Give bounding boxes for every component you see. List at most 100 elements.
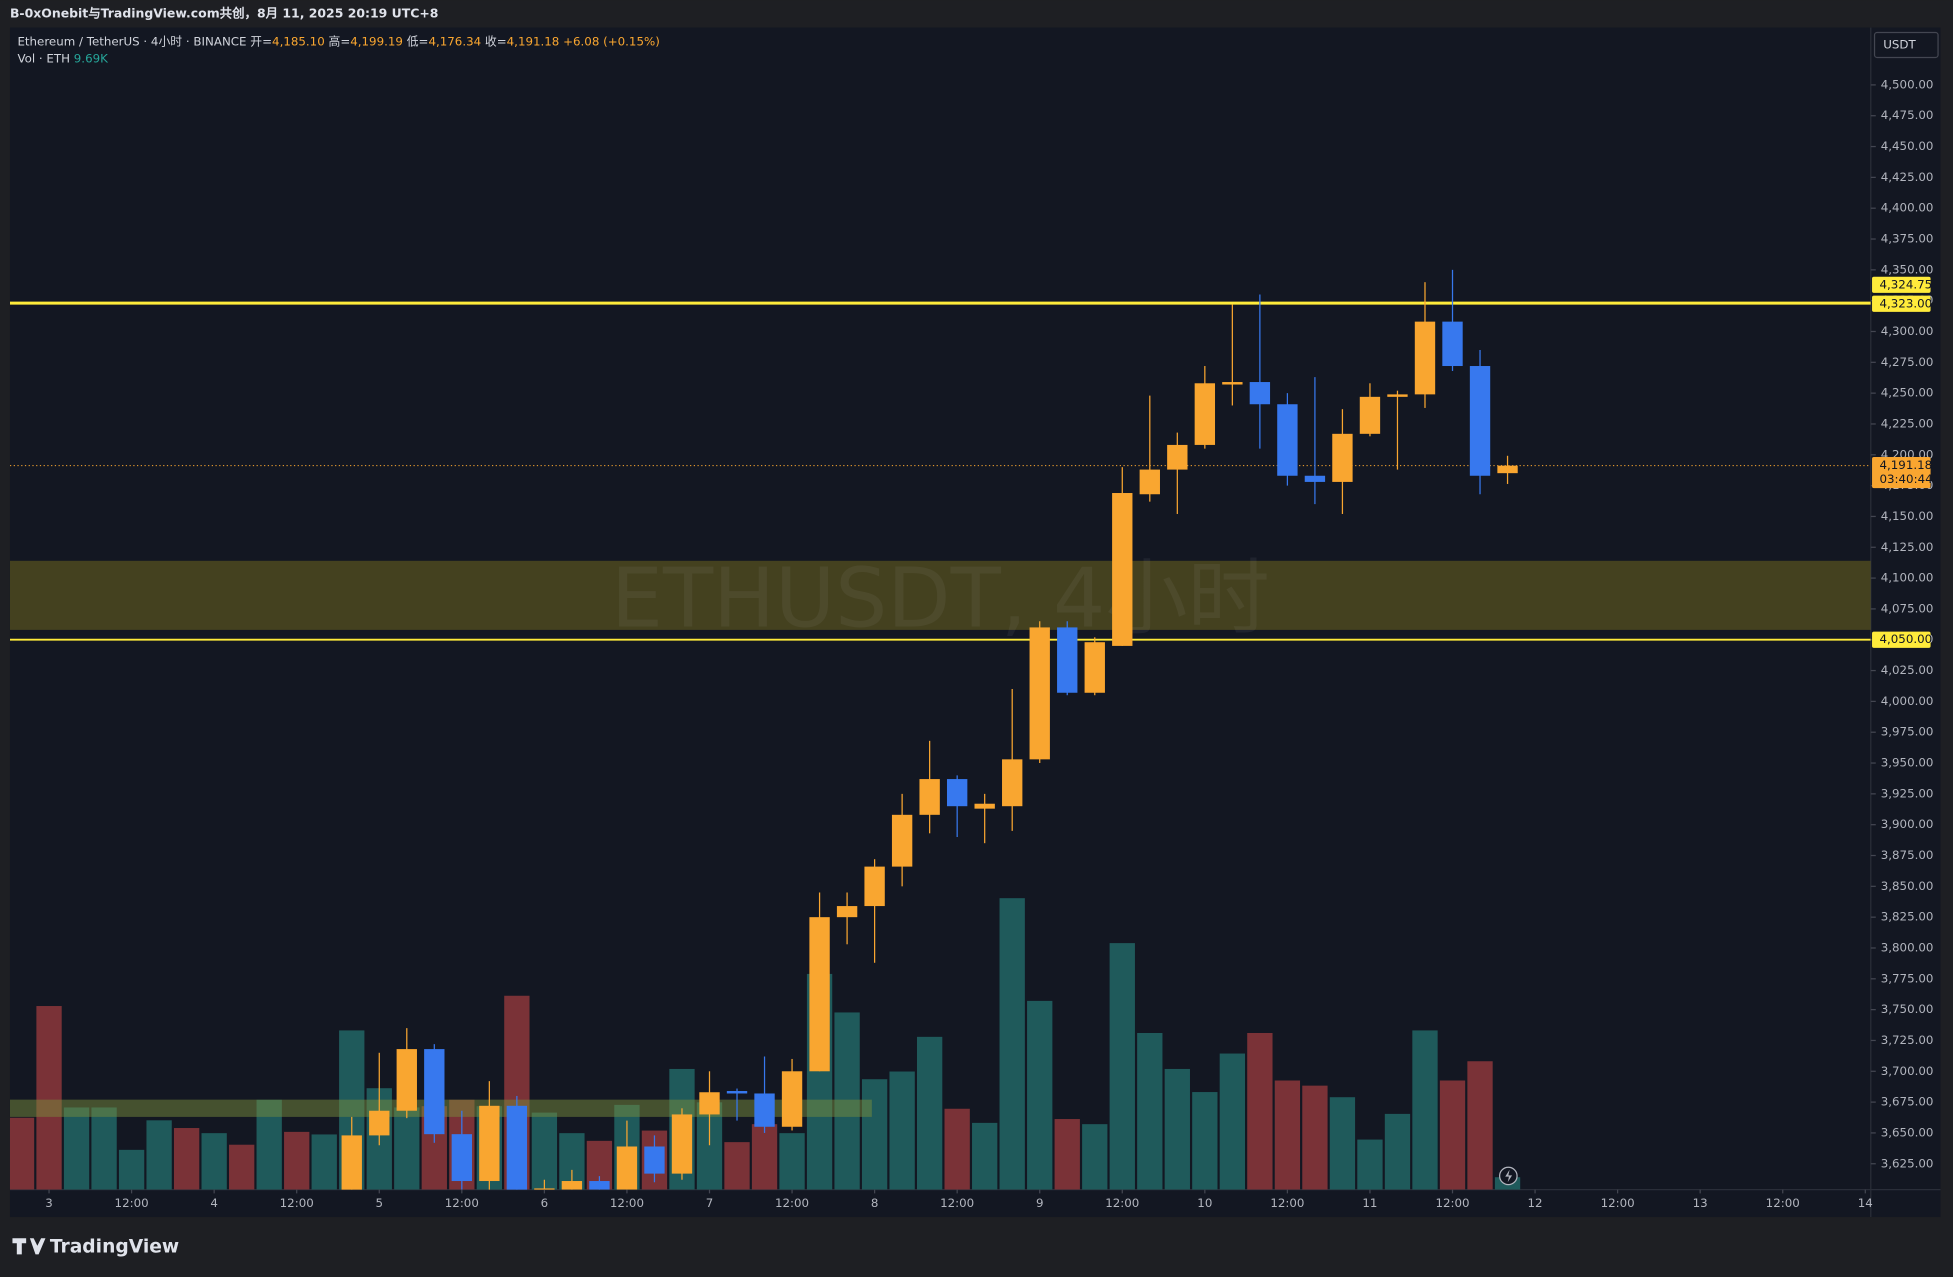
last-price-box <box>1872 456 1931 489</box>
x-tick-label: 12:00 <box>1601 1196 1635 1210</box>
y-tick-label: 3,875.00 <box>1881 848 1934 862</box>
x-tick-label: 5 <box>376 1196 384 1210</box>
candle-body <box>616 1146 638 1190</box>
y-tick-label: 3,800.00 <box>1881 940 1934 954</box>
plot: ETHUSDT, 4小时 <box>9 269 1871 1190</box>
candle-body <box>864 866 885 907</box>
replay-icon[interactable] <box>1499 1166 1518 1186</box>
ohlc-label: 低= <box>407 34 429 48</box>
x-tick-label: 12:00 <box>775 1196 809 1210</box>
x-tick-label: 12:00 <box>115 1196 149 1210</box>
candle-body <box>1497 465 1518 474</box>
candle-body <box>699 1092 720 1115</box>
countdown: 03:40:44 <box>1880 472 1933 486</box>
candle-body <box>1002 759 1023 807</box>
y-tick-label: 4,025.00 <box>1881 663 1934 677</box>
volume-bar <box>1357 1139 1383 1190</box>
y-tick-label: 3,700.00 <box>1881 1064 1934 1078</box>
ohlc-label: 高= <box>328 34 350 48</box>
y-tick-label: 4,125.00 <box>1881 540 1934 554</box>
candle-body <box>1249 382 1271 405</box>
ohlc-value: 4,191.18 <box>507 34 560 48</box>
volume-bar <box>173 1128 200 1190</box>
x-tick-label: 14 <box>1858 1196 1873 1210</box>
y-tick-label: 4,350.00 <box>1881 262 1934 276</box>
y-tick-label: 3,625.00 <box>1881 1156 1934 1170</box>
candle-body <box>341 1135 362 1190</box>
candle-body <box>534 1188 555 1190</box>
candle-body <box>1167 444 1188 470</box>
y-tick-label: 4,225.00 <box>1881 416 1934 430</box>
ohlc-value: 4,176.34 <box>428 34 481 48</box>
volume-bar <box>1109 943 1135 1190</box>
candle-body <box>1112 493 1133 646</box>
volume-bar <box>91 1107 117 1190</box>
volume-bar <box>1329 1097 1356 1190</box>
candle-body <box>1139 469 1160 495</box>
price-line-label: 4,323.00 <box>1880 296 1933 310</box>
candle-body <box>561 1181 583 1190</box>
ohlc-label: 收= <box>485 34 507 48</box>
ohlc-label: 开= <box>250 34 272 48</box>
x-tick-label: 7 <box>706 1196 714 1210</box>
volume-bar <box>779 1133 805 1190</box>
candle-body <box>1359 396 1381 434</box>
ohlc-value: 4,199.19 <box>350 34 403 48</box>
candle-body <box>644 1146 665 1174</box>
y-tick-label: 4,250.00 <box>1881 386 1934 400</box>
candle-body <box>891 814 913 867</box>
volume-bar <box>1137 1032 1163 1190</box>
volume-bar <box>1384 1113 1411 1190</box>
volume-bar <box>751 1124 778 1190</box>
ohlc-value: 4,185.10 <box>272 34 325 48</box>
volume-bar <box>284 1131 310 1190</box>
price-line-label: 4,050.00 <box>1880 632 1933 646</box>
x-tick-label: 13 <box>1693 1196 1708 1210</box>
candle-body <box>809 917 830 1072</box>
header-caption: B-0xOnebit与TradingView.com共创，8月 11, 2025… <box>10 5 438 20</box>
candle-body <box>1029 627 1050 760</box>
currency-box[interactable] <box>1873 31 1939 59</box>
last-price-label: 4,191.18 <box>1880 458 1933 472</box>
volume-bar <box>861 1079 888 1190</box>
x-tick-label: 6 <box>541 1196 549 1210</box>
y-tick-label: 3,650.00 <box>1881 1125 1934 1139</box>
candle-body <box>1277 404 1298 476</box>
x-tick-label: 11 <box>1362 1196 1377 1210</box>
volume-bar <box>394 1107 420 1190</box>
y-tick-label: 3,850.00 <box>1881 879 1934 893</box>
volume-bar <box>201 1133 227 1190</box>
y-tick-label: 3,725.00 <box>1881 1033 1934 1047</box>
y-tick-label: 4,475.00 <box>1881 108 1934 122</box>
candle-body <box>726 1091 748 1094</box>
x-tick-label: 12:00 <box>1766 1196 1800 1210</box>
y-tick-label: 4,150.00 <box>1881 509 1934 523</box>
change: +6.08 (+0.15%) <box>563 34 660 48</box>
candle-body <box>1222 382 1243 385</box>
volume-bar <box>889 1071 915 1190</box>
x-tick-label: 9 <box>1036 1196 1044 1210</box>
y-tick-label: 3,825.00 <box>1881 910 1934 924</box>
volume-bar <box>1192 1092 1218 1190</box>
x-tick-label: 12 <box>1528 1196 1543 1210</box>
legend: Ethereum / TetherUS · 4小时 · BINANCE 开=4,… <box>17 34 659 48</box>
y-tick-label: 3,950.00 <box>1881 756 1934 770</box>
volume-bar <box>1412 1030 1438 1190</box>
candle-body <box>781 1071 803 1127</box>
volume-bar <box>9 1117 35 1190</box>
candle-body <box>919 779 940 815</box>
volume-bar <box>944 1108 970 1190</box>
x-tick-label: 4 <box>210 1196 218 1210</box>
volume-bar <box>1439 1080 1466 1190</box>
volume-bar <box>972 1122 998 1190</box>
candle-body <box>506 1105 528 1190</box>
candle-body <box>369 1110 390 1136</box>
y-tick-label: 4,400.00 <box>1881 201 1934 215</box>
candle-body <box>451 1134 473 1182</box>
y-tick-label: 3,775.00 <box>1881 971 1934 985</box>
y-tick-label: 4,100.00 <box>1881 571 1934 585</box>
y-tick-label: 3,900.00 <box>1881 817 1934 831</box>
candle-body <box>1084 642 1105 693</box>
y-tick-label: 3,975.00 <box>1881 725 1934 739</box>
